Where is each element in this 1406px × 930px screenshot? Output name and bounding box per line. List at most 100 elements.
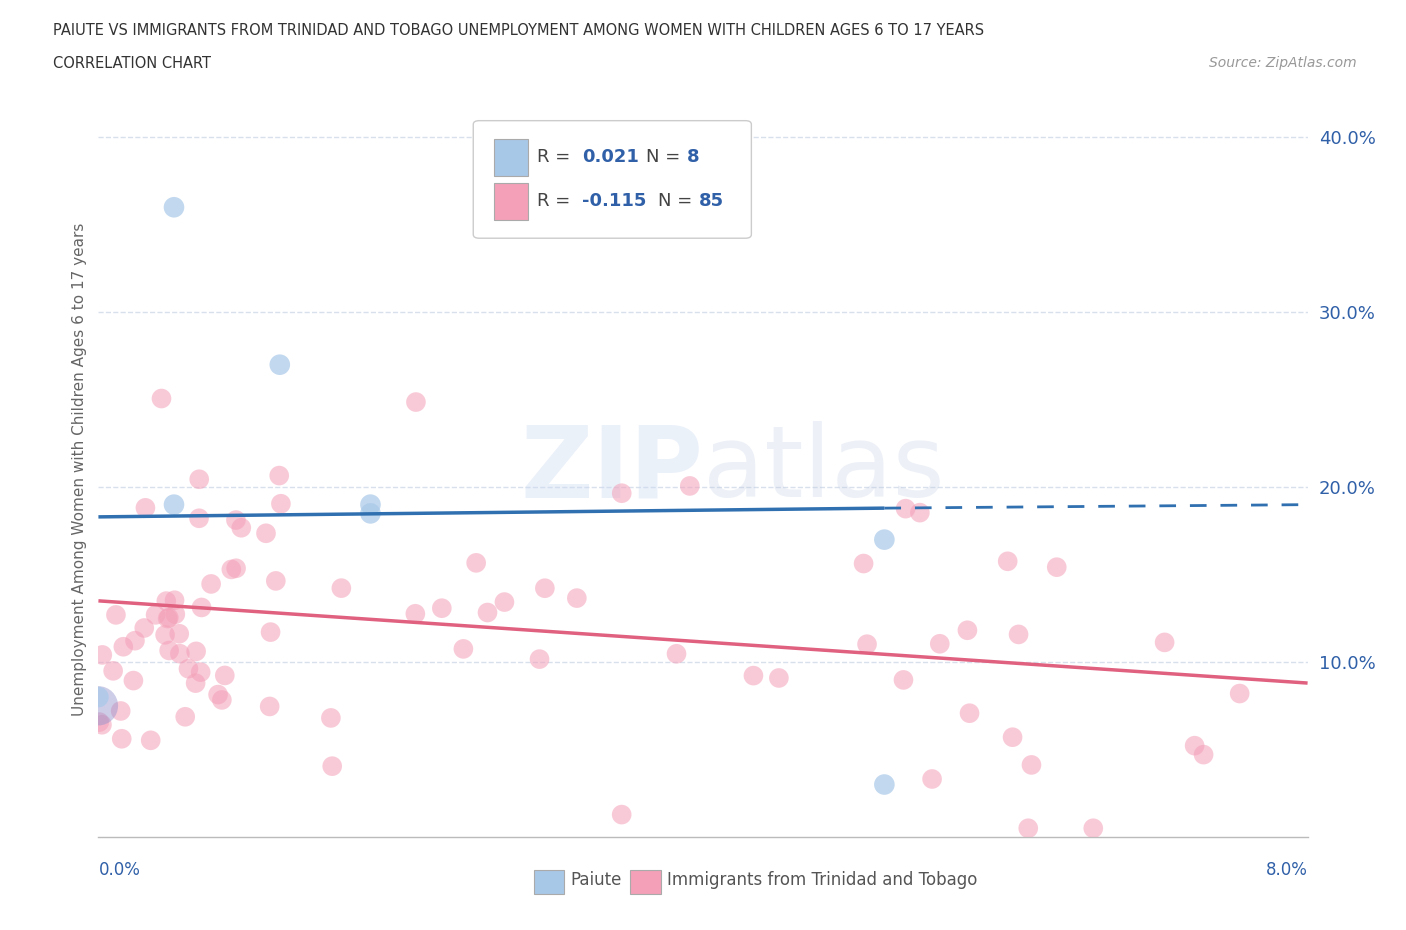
Point xyxy=(270,497,292,512)
Text: N =: N = xyxy=(647,149,681,166)
Point xyxy=(163,498,186,512)
Point xyxy=(1046,560,1069,575)
Point xyxy=(169,646,191,661)
Text: Immigrants from Trinidad and Tobago: Immigrants from Trinidad and Tobago xyxy=(666,871,977,889)
FancyBboxPatch shape xyxy=(534,870,564,894)
Point xyxy=(155,593,177,608)
Point xyxy=(768,671,790,685)
Text: 8.0%: 8.0% xyxy=(1265,860,1308,879)
Point xyxy=(163,200,186,215)
Text: Paiute: Paiute xyxy=(569,871,621,889)
Point xyxy=(893,672,915,687)
FancyBboxPatch shape xyxy=(630,870,661,894)
Point xyxy=(494,594,516,609)
Point xyxy=(150,392,173,406)
Point xyxy=(110,703,132,718)
Point xyxy=(894,501,917,516)
Point xyxy=(190,600,212,615)
Point xyxy=(163,592,186,607)
Point xyxy=(1184,738,1206,753)
Text: N =: N = xyxy=(658,193,693,210)
Text: 85: 85 xyxy=(699,193,724,210)
Point xyxy=(87,690,110,705)
Point xyxy=(921,772,943,787)
Point xyxy=(200,577,222,591)
Point xyxy=(908,505,931,520)
Text: 8: 8 xyxy=(688,149,700,166)
Point xyxy=(1007,627,1029,642)
Text: 0.021: 0.021 xyxy=(582,149,638,166)
Point xyxy=(873,777,896,792)
Point xyxy=(610,485,633,500)
Point xyxy=(91,647,114,662)
Point xyxy=(174,710,197,724)
Text: PAIUTE VS IMMIGRANTS FROM TRINIDAD AND TOBAGO UNEMPLOYMENT AMONG WOMEN WITH CHIL: PAIUTE VS IMMIGRANTS FROM TRINIDAD AND T… xyxy=(53,23,984,38)
Point xyxy=(565,591,588,605)
Point xyxy=(177,661,200,676)
Point xyxy=(852,556,875,571)
Point xyxy=(165,606,187,621)
Point xyxy=(1001,730,1024,745)
Point xyxy=(856,637,879,652)
Point xyxy=(1229,686,1251,701)
Point xyxy=(405,394,427,409)
Text: -0.115: -0.115 xyxy=(582,193,647,210)
Point xyxy=(997,554,1019,569)
Point xyxy=(167,626,190,641)
Point xyxy=(211,693,233,708)
Text: atlas: atlas xyxy=(703,421,945,518)
Point xyxy=(1192,747,1215,762)
Point xyxy=(679,478,702,493)
Point xyxy=(225,512,247,527)
Point xyxy=(453,642,475,657)
Y-axis label: Unemployment Among Women with Children Ages 6 to 17 years: Unemployment Among Women with Children A… xyxy=(72,223,87,716)
Point xyxy=(873,532,896,547)
Point xyxy=(139,733,162,748)
Point xyxy=(330,580,353,595)
Text: R =: R = xyxy=(537,193,571,210)
Point xyxy=(1153,635,1175,650)
Point xyxy=(465,555,488,570)
Point xyxy=(111,731,134,746)
Point xyxy=(124,633,146,648)
Point xyxy=(188,472,211,486)
Point xyxy=(1021,757,1043,772)
Point xyxy=(207,687,229,702)
Point xyxy=(112,639,135,654)
Point xyxy=(225,561,247,576)
Point xyxy=(259,699,281,714)
Point xyxy=(319,711,342,725)
FancyBboxPatch shape xyxy=(494,183,527,219)
Point xyxy=(188,511,211,525)
Point xyxy=(214,668,236,683)
Point xyxy=(190,665,212,680)
Point xyxy=(134,500,156,515)
Point xyxy=(153,628,176,643)
Point xyxy=(184,644,207,658)
Point xyxy=(221,562,243,577)
Point xyxy=(477,605,499,620)
Point xyxy=(529,652,551,667)
Point xyxy=(321,759,343,774)
FancyBboxPatch shape xyxy=(474,121,751,238)
Point xyxy=(742,668,765,683)
Text: CORRELATION CHART: CORRELATION CHART xyxy=(53,56,211,71)
Point xyxy=(122,673,145,688)
Text: ZIP: ZIP xyxy=(520,421,703,518)
Point xyxy=(259,625,281,640)
Point xyxy=(184,676,207,691)
Point xyxy=(91,717,114,732)
Point xyxy=(610,807,633,822)
Text: Source: ZipAtlas.com: Source: ZipAtlas.com xyxy=(1209,56,1357,70)
Point xyxy=(156,611,179,626)
Text: 0.0%: 0.0% xyxy=(98,860,141,879)
Text: R =: R = xyxy=(537,149,571,166)
Point xyxy=(430,601,453,616)
Point xyxy=(534,580,557,595)
Point xyxy=(959,706,981,721)
Point xyxy=(264,574,287,589)
Point xyxy=(89,714,111,729)
Point xyxy=(1083,821,1105,836)
Point xyxy=(404,606,426,621)
Point xyxy=(134,620,156,635)
